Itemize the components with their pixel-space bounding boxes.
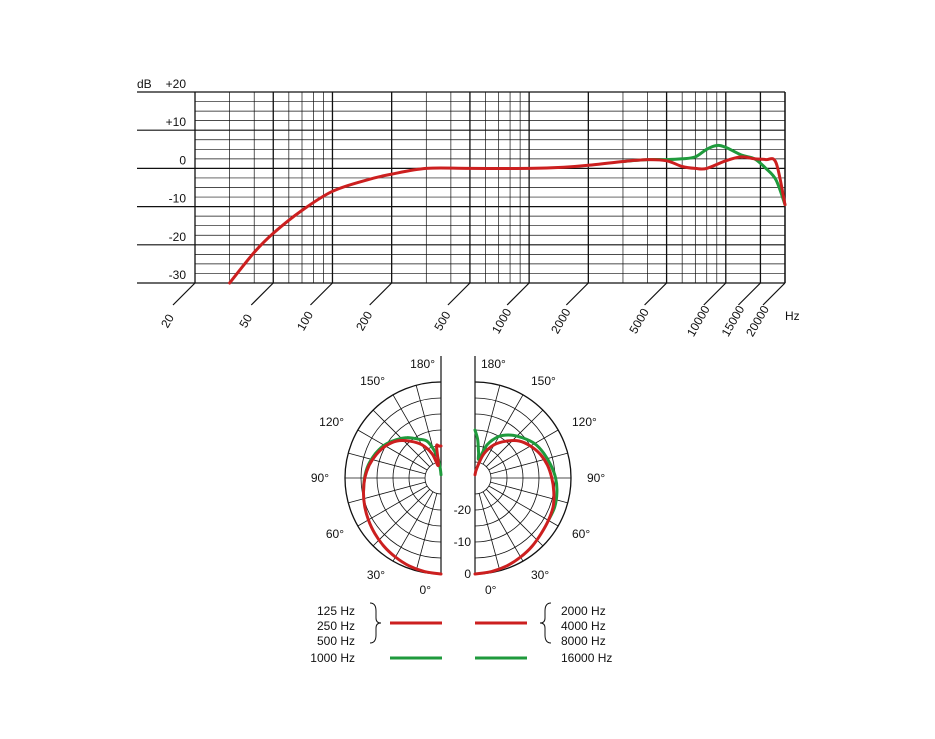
polar-angle-label: 30° xyxy=(531,568,549,582)
y-tick-label: +20 xyxy=(166,77,187,91)
polar-spoke xyxy=(486,409,544,467)
legend-brace-left xyxy=(369,602,382,644)
polar-angle-label: 150° xyxy=(360,374,385,388)
x-tick-mark xyxy=(738,282,761,306)
x-tick-label: 100 xyxy=(294,309,316,334)
polar-spoke xyxy=(488,429,559,471)
x-tick-label: 500 xyxy=(431,309,453,334)
legend-label-right: 2000 Hz xyxy=(561,604,606,618)
polar-spoke xyxy=(348,452,426,475)
legend-label-left: 500 Hz xyxy=(317,634,355,648)
x-tick-mark xyxy=(172,282,196,306)
frequency-response-curves xyxy=(228,143,787,285)
legend-label-right: 8000 Hz xyxy=(561,634,606,648)
frequency-response-grid xyxy=(137,91,786,306)
x-tick-mark xyxy=(703,282,727,306)
polar-spoke xyxy=(488,485,559,527)
y-axis-unit-label: dB xyxy=(137,77,152,91)
x-tick-mark xyxy=(250,282,274,306)
y-tick-label: +10 xyxy=(166,115,187,129)
x-tick-mark xyxy=(644,282,668,306)
polar-angle-label: 120° xyxy=(572,415,597,429)
polar-angle-label: 60° xyxy=(326,527,344,541)
polar-spoke xyxy=(415,493,438,571)
frequency-curve-red xyxy=(228,155,787,285)
polar-spoke xyxy=(482,491,524,562)
polar-spoke xyxy=(482,394,524,465)
x-tick-label: 200 xyxy=(353,309,375,334)
legend-label-left: 125 Hz xyxy=(317,604,355,618)
polar-spoke xyxy=(478,493,501,571)
polar-angle-label: 180° xyxy=(410,357,435,371)
x-tick-label: 50 xyxy=(236,311,255,330)
polar-angle-label: 60° xyxy=(572,527,590,541)
polar-angle-label: 150° xyxy=(531,374,556,388)
polar-curve-left-green xyxy=(362,436,443,494)
polar-spoke xyxy=(490,452,568,475)
legend-label-left: 250 Hz xyxy=(317,619,355,633)
polar-spoke xyxy=(392,394,434,465)
legend-label-right: 16000 Hz xyxy=(561,651,612,665)
x-tick-label: 2000 xyxy=(548,306,574,336)
x-axis-unit-label: Hz xyxy=(785,309,800,323)
polar-db-label: -20 xyxy=(454,503,472,517)
x-tick-mark xyxy=(369,282,393,306)
x-tick-label: 20000 xyxy=(743,303,772,339)
polar-curve-left-red xyxy=(361,439,443,576)
x-tick-label: 5000 xyxy=(626,306,652,336)
polar-pattern-curves xyxy=(361,428,559,576)
polar-angle-label: 120° xyxy=(319,415,344,429)
x-tick-mark xyxy=(762,282,786,306)
polar-angle-label: 180° xyxy=(481,357,506,371)
polar-spoke xyxy=(348,481,426,504)
x-tick-label: 20 xyxy=(158,311,177,330)
polar-curve-right-red xyxy=(473,439,556,576)
x-tick-mark xyxy=(310,282,333,306)
x-tick-mark xyxy=(447,282,471,306)
y-tick-label: -20 xyxy=(169,230,187,244)
y-tick-label: -10 xyxy=(169,192,187,206)
polar-spoke xyxy=(486,489,544,547)
polar-spoke xyxy=(392,491,434,562)
polar-pattern-labels: 0° 30° 60° 90° 120° 150° 180° 0° 30° 60° 90° 120° 15… xyxy=(311,357,606,597)
polar-angle-label: 90° xyxy=(587,471,605,485)
polar-angle-label: 0° xyxy=(420,583,432,597)
x-tick-label: 1000 xyxy=(489,306,515,336)
polar-db-label: -10 xyxy=(454,535,472,549)
x-tick-label: 15000 xyxy=(719,303,748,339)
polar-spoke xyxy=(372,489,430,547)
polar-angle-label: 90° xyxy=(311,471,329,485)
x-tick-mark xyxy=(506,282,530,306)
polar-angle-label: 30° xyxy=(367,568,385,582)
polar-curve-right-green xyxy=(473,428,559,522)
polar-spoke xyxy=(357,429,428,471)
y-tick-label: -30 xyxy=(169,268,187,282)
frequency-response-labels: dB Hz 20 50 100 200 500 1000 2000 5000 10000 1500… xyxy=(137,77,800,339)
polar-db-label: 0 xyxy=(464,567,471,581)
legend-label-right: 4000 Hz xyxy=(561,619,606,633)
legend-brace-right xyxy=(539,602,552,644)
polar-angle-label: 0° xyxy=(485,583,497,597)
legend-label-left: 1000 Hz xyxy=(310,651,355,665)
y-tick-label: 0 xyxy=(179,153,186,167)
x-tick-label: 10000 xyxy=(684,303,713,339)
x-tick-mark xyxy=(565,282,589,306)
